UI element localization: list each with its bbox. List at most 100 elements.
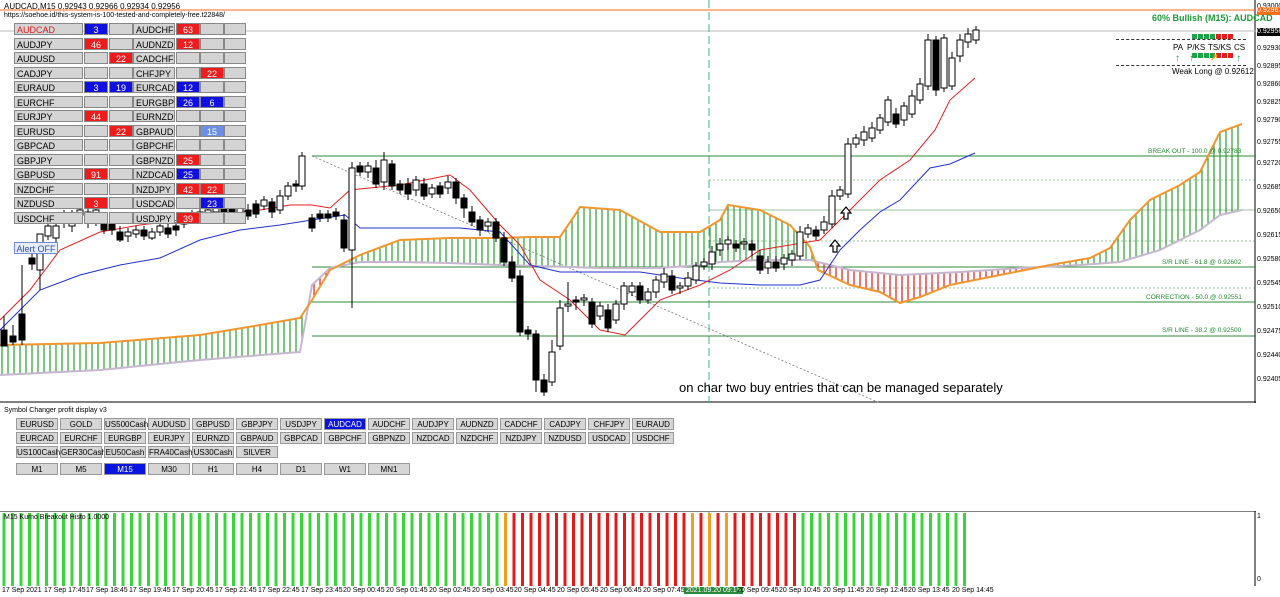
symbol-button-audchf[interactable]: AUDCHF: [368, 418, 410, 430]
symbol-button-silver[interactable]: SILVER: [236, 446, 278, 458]
pair-name-usdcad[interactable]: USDCAD: [133, 197, 175, 209]
pair-name-audcad[interactable]: AUDCAD: [14, 23, 83, 35]
symbol-button-eurusd[interactable]: EURUSD: [16, 418, 58, 430]
pair-name-eurcad[interactable]: EURCAD: [133, 81, 175, 93]
candle-body: [44, 225, 52, 237]
symbol-button-fra40cash[interactable]: FRA40Cash: [148, 446, 193, 458]
candle-body: [364, 165, 372, 173]
symbol-button-usdchf[interactable]: USDCHF: [632, 432, 674, 444]
pair-name-gbpchf[interactable]: GBPCHF: [133, 139, 175, 151]
pair-name-nzdjpy[interactable]: NZDJPY: [133, 182, 175, 195]
symbol-button-audjpy[interactable]: AUDJPY: [412, 418, 454, 430]
pair-value-a: 46: [84, 37, 108, 50]
symbol-button-m30[interactable]: M30: [148, 463, 190, 475]
symbol-button-audcad[interactable]: AUDCAD: [324, 418, 366, 430]
symbol-button-cadjpy[interactable]: CADJPY: [544, 418, 586, 430]
symbol-button-usdcad[interactable]: USDCAD: [588, 432, 630, 444]
pair-name-gbpusd[interactable]: GBPUSD: [14, 168, 83, 180]
symbol-button-gbpchf[interactable]: GBPCHF: [324, 432, 366, 444]
symbol-button-us500cash[interactable]: US500Cash: [104, 418, 149, 430]
pair-value-a: [176, 139, 200, 151]
time-tick: 20 Sep 03:45: [472, 587, 514, 594]
pair-name-eurgbp[interactable]: EURGBP: [133, 95, 175, 108]
symbol-button-eu50cash[interactable]: EU50Cash: [104, 446, 146, 458]
alert-toggle-button[interactable]: Alert OFF: [14, 242, 58, 254]
pair-name-usdjpy[interactable]: USDJPY: [133, 211, 175, 224]
symbol-button-nzdcad[interactable]: NZDCAD: [412, 432, 454, 444]
symbol-button-us100cash[interactable]: US100Cash: [16, 446, 61, 458]
symbol-button-eurcad[interactable]: EURCAD: [16, 432, 58, 444]
pair-name-euraud[interactable]: EURAUD: [14, 81, 83, 93]
symbol-button-gbpjpy[interactable]: GBPJPY: [236, 418, 278, 430]
pair-name-nzdcad[interactable]: NZDCAD: [133, 168, 175, 180]
pair-name-audchf[interactable]: AUDCHF: [133, 23, 175, 35]
symbol-button-eurjpy[interactable]: EURJPY: [148, 432, 190, 444]
chart-annotation: on char two buy entries that can be mana…: [679, 380, 1003, 395]
symbol-button-audusd[interactable]: AUDUSD: [148, 418, 190, 430]
signal-square: [1216, 53, 1221, 58]
pair-name-gbpnzd[interactable]: GBPNZD: [133, 153, 175, 166]
symbol-button-us30cash[interactable]: US30Cash: [192, 446, 234, 458]
symbol-button-gbpaud[interactable]: GBPAUD: [236, 432, 278, 444]
symbol-button-h1[interactable]: H1: [192, 463, 234, 475]
pair-name-cadjpy[interactable]: CADJPY: [14, 66, 83, 79]
pair-value-b: [109, 197, 133, 209]
symbol-button-nzdchf[interactable]: NZDCHF: [456, 432, 498, 444]
symbol-button-m5[interactable]: M5: [60, 463, 102, 475]
symbol-button-mn1[interactable]: MN1: [368, 463, 410, 475]
price-tick: 0.92860: [1257, 81, 1280, 88]
symbol-button-nzdusd[interactable]: NZDUSD: [544, 432, 586, 444]
pair-name-eurnzd[interactable]: EURNZD: [133, 110, 175, 122]
senkou-span-a-line: [0, 123, 1243, 346]
ask-price-tag: 0.92967: [1257, 7, 1280, 15]
symbol-button-audnzd[interactable]: AUDNZD: [456, 418, 498, 430]
pair-value-a: [84, 95, 108, 108]
pair-value-a: 25: [176, 153, 200, 166]
pair-name-eurusd[interactable]: EURUSD: [14, 124, 83, 137]
symbol-button-gbpcad[interactable]: GBPCAD: [280, 432, 322, 444]
pair-name-usdchf[interactable]: USDCHF: [14, 211, 83, 224]
symbol-button-d1[interactable]: D1: [280, 463, 322, 475]
senkou-span-b-line: [0, 209, 1243, 376]
symbol-button-gbpnzd[interactable]: GBPNZD: [368, 432, 410, 444]
symbol-button-m1[interactable]: M1: [16, 463, 58, 475]
symbol-button-chfjpy[interactable]: CHFJPY: [588, 418, 630, 430]
symbol-button-w1[interactable]: W1: [324, 463, 366, 475]
pair-name-eurchf[interactable]: EURCHF: [14, 95, 83, 108]
pair-value-a: 63: [176, 23, 200, 35]
symbol-button-h4[interactable]: H4: [236, 463, 278, 475]
time-tick: 20 Sep 05:45: [557, 587, 599, 594]
pair-name-audusd[interactable]: AUDUSD: [14, 52, 83, 64]
symbol-button-eurgbp[interactable]: EURGBP: [104, 432, 146, 444]
candle-body: [932, 39, 940, 91]
pair-name-audnzd[interactable]: AUDNZD: [133, 37, 175, 50]
symbol-button-gold[interactable]: GOLD: [60, 418, 102, 430]
candle-body: [124, 231, 132, 237]
pair-name-gbpjpy[interactable]: GBPJPY: [14, 153, 83, 166]
pair-value-a: [176, 124, 200, 137]
candle-body: [428, 187, 436, 195]
time-tick: 20 Sep 01:45: [386, 587, 428, 594]
price-tick: 0.92545: [1257, 280, 1280, 287]
trend-arrow-icon: ↑: [1175, 53, 1180, 64]
pair-name-chfjpy[interactable]: CHFJPY: [133, 66, 175, 79]
pair-name-gbpcad[interactable]: GBPCAD: [14, 139, 83, 151]
pair-name-gbpaud[interactable]: GBPAUD: [133, 124, 175, 137]
candle-body: [876, 117, 884, 131]
symbol-button-cadchf[interactable]: CADCHF: [500, 418, 542, 430]
pair-name-eurjpy[interactable]: EURJPY: [14, 110, 83, 122]
pair-value-b: [200, 81, 224, 93]
pair-name-nzdusd[interactable]: NZDUSD: [14, 197, 83, 209]
symbol-button-gbpusd[interactable]: GBPUSD: [192, 418, 234, 430]
pair-name-cadchf[interactable]: CADCHF: [133, 52, 175, 64]
pair-name-nzdchf[interactable]: NZDCHF: [14, 182, 83, 195]
symbol-button-eurchf[interactable]: EURCHF: [60, 432, 102, 444]
symbol-button-eurnzd[interactable]: EURNZD: [192, 432, 234, 444]
symbol-button-ger30cash[interactable]: GER30Cash: [60, 446, 106, 458]
pair-name-audjpy[interactable]: AUDJPY: [14, 37, 83, 50]
symbol-button-usdjpy[interactable]: USDJPY: [280, 418, 322, 430]
symbol-button-euraud[interactable]: EURAUD: [632, 418, 674, 430]
symbol-button-nzdjpy[interactable]: NZDJPY: [500, 432, 542, 444]
symbol-button-m15[interactable]: M15: [104, 463, 146, 475]
pair-value-b: 19: [109, 81, 133, 93]
